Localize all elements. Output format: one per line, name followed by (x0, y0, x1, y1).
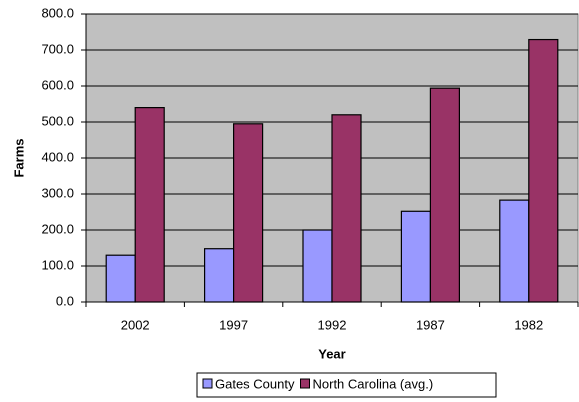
legend-label: North Carolina (avg.) (313, 376, 434, 391)
bar (499, 199, 530, 303)
x-tick-label: 1987 (416, 317, 445, 332)
legend (196, 372, 497, 398)
y-tick-label: 100.0 (41, 257, 74, 272)
legend-label: Gates County (215, 376, 295, 391)
y-axis-label: Farms (11, 138, 26, 177)
bar (400, 210, 431, 303)
x-tick-label: 2002 (121, 317, 150, 332)
y-tick-label: 800.0 (41, 5, 74, 20)
y-tick-label: 500.0 (41, 113, 74, 128)
y-tick-label: 600.0 (41, 77, 74, 92)
y-tick-label: 700.0 (41, 41, 74, 56)
bar (331, 114, 362, 303)
y-tick-label: 300.0 (41, 185, 74, 200)
bar (134, 106, 165, 303)
x-tick-label: 1992 (318, 317, 347, 332)
y-tick-label: 200.0 (41, 221, 74, 236)
bar (302, 229, 333, 303)
bar (429, 87, 460, 303)
y-tick-label: 400.0 (41, 149, 74, 164)
x-tick-label: 1982 (514, 317, 543, 332)
y-tick-label: 0.0 (56, 293, 74, 308)
bar (528, 38, 559, 303)
bar (204, 248, 235, 303)
bar (233, 123, 264, 303)
legend-swatch (300, 378, 310, 389)
x-tick-label: 1997 (219, 317, 248, 332)
bar (105, 254, 136, 303)
x-axis-label: Year (318, 346, 345, 361)
legend-swatch (202, 378, 213, 389)
